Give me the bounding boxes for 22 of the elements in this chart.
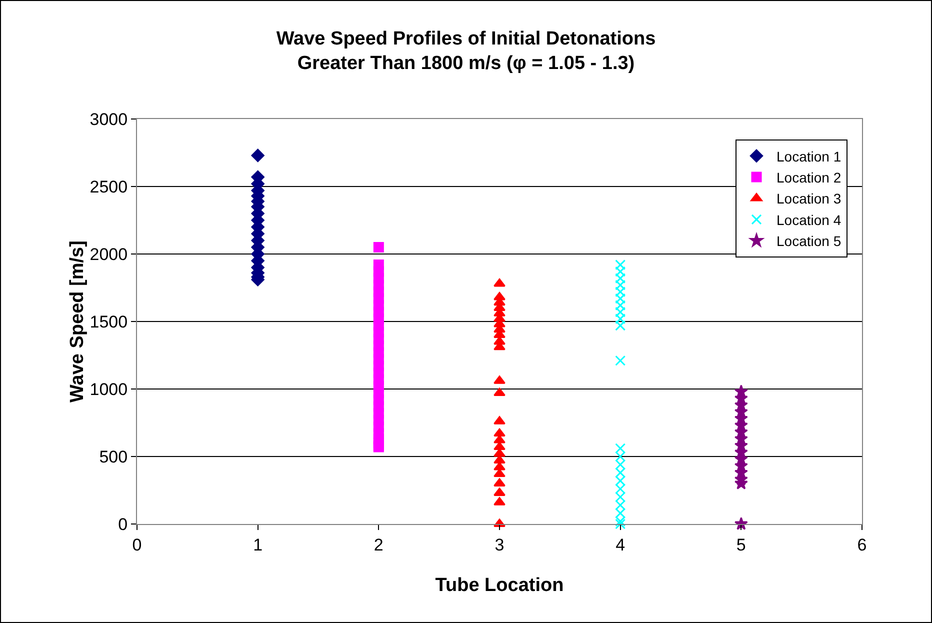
y-tick-label: 0: [118, 514, 128, 534]
legend-label: Location 4: [776, 212, 842, 228]
x-tick-label: 3: [494, 535, 504, 554]
y-tick-label: 1000: [90, 380, 128, 399]
y-tick-label: 1500: [90, 312, 128, 332]
x-tick-label: 0: [132, 535, 142, 554]
y-tick-label: 500: [99, 447, 128, 466]
x-tick-label: 4: [616, 535, 626, 554]
legend-label: Location 3: [776, 190, 842, 207]
legend-label: Location 1: [776, 148, 842, 164]
chart-title: Wave Speed Profiles of Initial Detonations Greater Than 1800 m/s (φ = 1.05 - 1.3): [276, 28, 656, 74]
y-tick-label: 2000: [90, 244, 128, 264]
y-tick-label: 2500: [90, 177, 128, 196]
legend-label: Location 2: [776, 170, 842, 186]
x-axis-title: Tube Location: [435, 575, 564, 596]
x-tick-label: 5: [736, 535, 746, 554]
legend-label: Location 5: [776, 233, 842, 250]
x-tick-label: 6: [857, 535, 867, 554]
x-tick-label: 2: [374, 535, 384, 554]
x-tick-label: 1: [253, 535, 263, 554]
y-tick-label: 3000: [90, 110, 128, 129]
y-axis-title: Wave Speed [m/s]: [66, 240, 88, 402]
